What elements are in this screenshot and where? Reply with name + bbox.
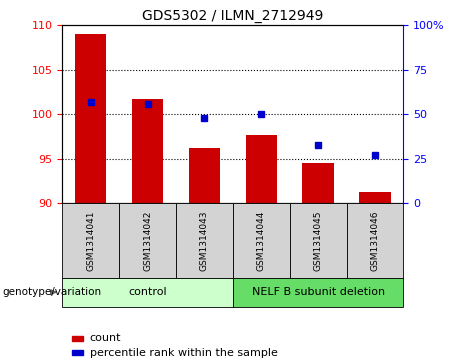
Bar	[302, 163, 334, 203]
Text: GSM1314041: GSM1314041	[86, 210, 95, 271]
Bar	[72, 350, 83, 355]
Text: control: control	[128, 287, 167, 297]
Text: percentile rank within the sample: percentile rank within the sample	[89, 347, 278, 358]
Bar	[359, 192, 390, 203]
Text: GSM1314045: GSM1314045	[313, 210, 323, 271]
Bar	[176, 203, 233, 278]
Bar	[347, 203, 403, 278]
Bar	[189, 148, 220, 203]
Text: NELF B subunit deletion: NELF B subunit deletion	[252, 287, 384, 297]
Text: GSM1314044: GSM1314044	[257, 210, 266, 271]
Bar	[119, 203, 176, 278]
Bar	[75, 34, 106, 203]
Text: count: count	[89, 334, 121, 343]
Bar	[72, 335, 83, 341]
Bar	[246, 135, 277, 203]
Bar	[290, 203, 347, 278]
Text: GSM1314046: GSM1314046	[371, 210, 379, 271]
Bar	[233, 278, 403, 307]
Title: GDS5302 / ILMN_2712949: GDS5302 / ILMN_2712949	[142, 9, 324, 23]
Bar	[233, 203, 290, 278]
Bar	[132, 99, 163, 203]
Bar	[62, 203, 119, 278]
Text: genotype/variation: genotype/variation	[2, 287, 101, 297]
Bar	[62, 278, 233, 307]
Text: GSM1314043: GSM1314043	[200, 210, 209, 271]
Text: GSM1314042: GSM1314042	[143, 210, 152, 271]
